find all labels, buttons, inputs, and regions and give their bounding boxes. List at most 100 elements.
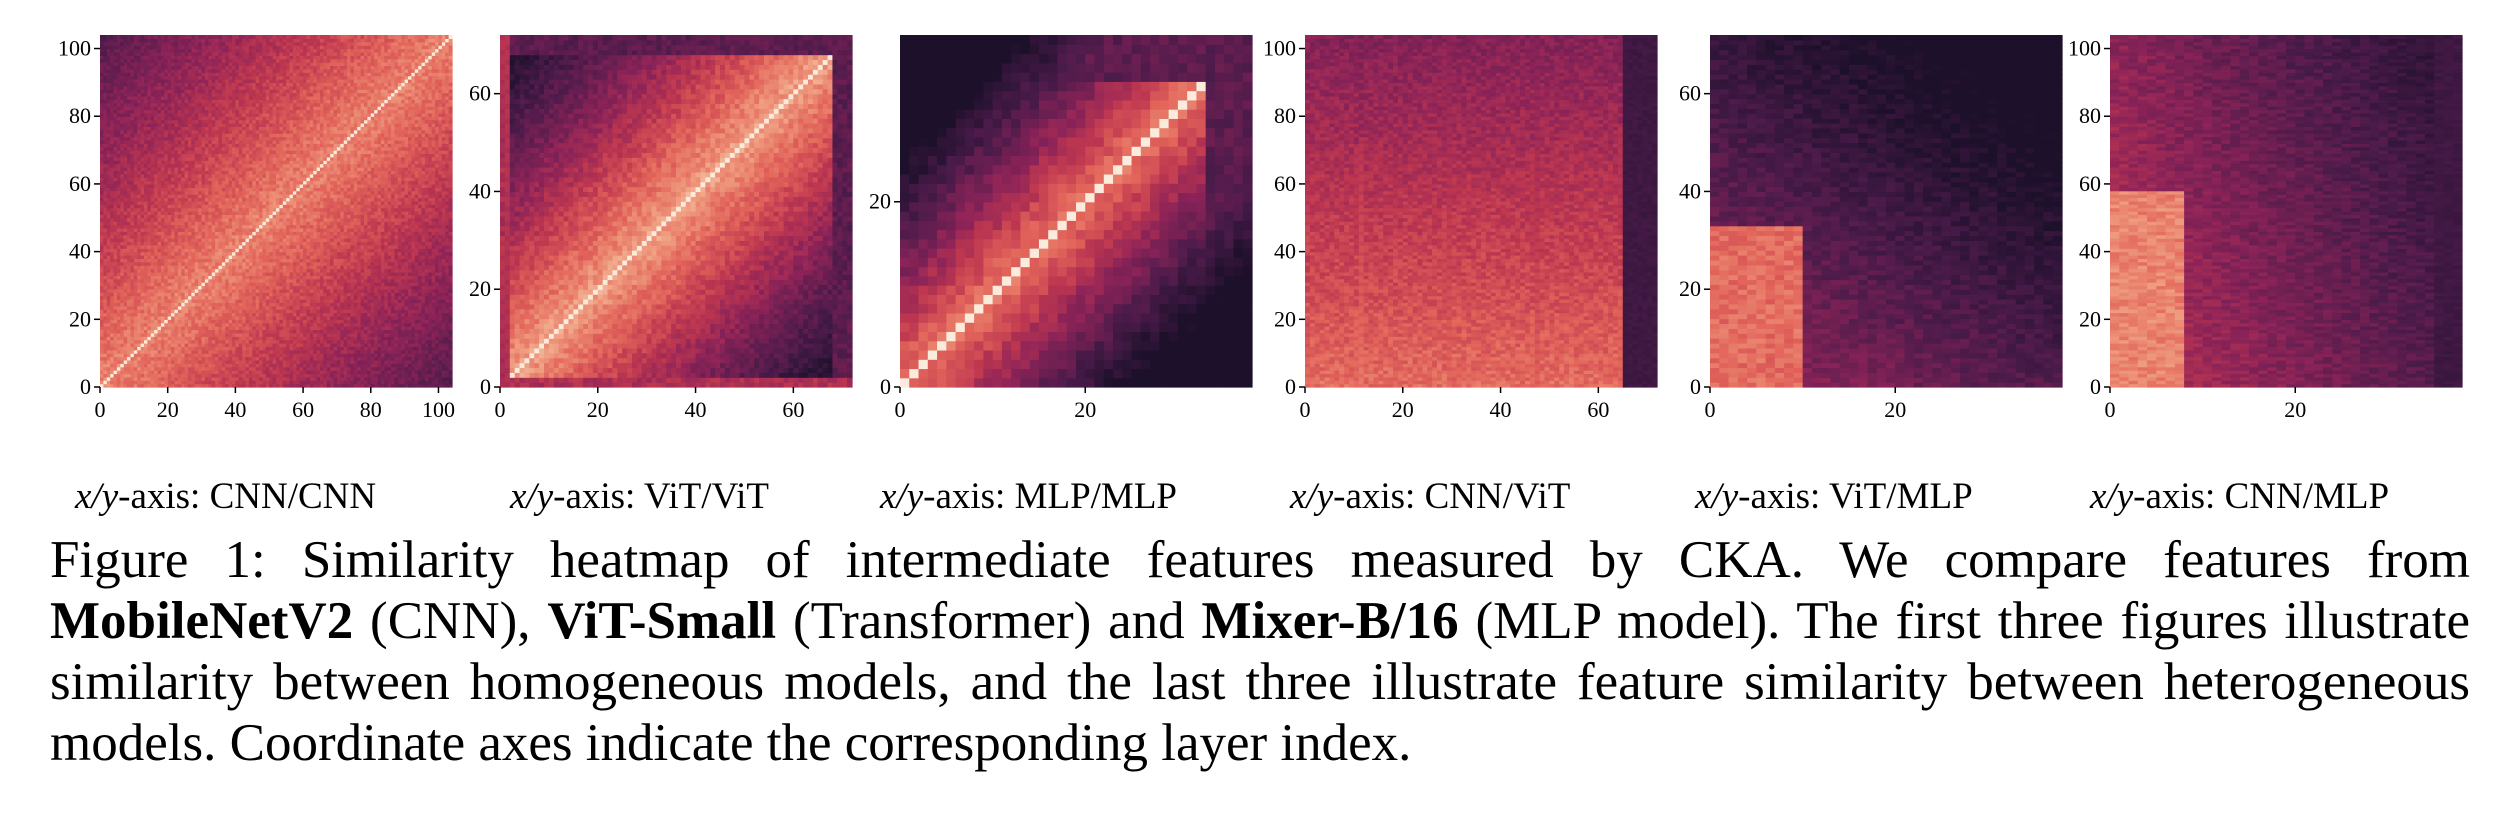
heatmap-cell [374, 292, 379, 297]
heatmap-cell [113, 231, 118, 236]
heatmap-cell [188, 376, 192, 381]
heatmap-cell [127, 346, 132, 351]
heatmap-cell [228, 322, 233, 327]
heatmap-cell [421, 234, 426, 239]
heatmap-cell [174, 227, 179, 232]
heatmap-cell [215, 224, 220, 229]
heatmap-cell [360, 292, 365, 297]
heatmap-cell [157, 383, 162, 388]
heatmap-cell [387, 363, 392, 368]
heatmap-cell [201, 282, 206, 287]
heatmap-cell [235, 363, 240, 368]
heatmap-cell [367, 349, 372, 354]
heatmap-cell [350, 299, 355, 303]
heatmap-cell [238, 231, 243, 236]
heatmap-cell [289, 299, 294, 303]
heatmap-cell [360, 376, 365, 381]
heatmap-cell [215, 343, 220, 347]
heatmap-cell [428, 234, 433, 239]
heatmap-cell [323, 244, 328, 249]
heatmap-cell [194, 366, 199, 371]
heatmap-cell [292, 353, 297, 358]
heatmap-cell [262, 295, 267, 300]
heatmap-cell [428, 265, 433, 270]
heatmap-cell [316, 336, 321, 341]
heatmap-cell [211, 248, 216, 253]
heatmap-cell [296, 373, 301, 378]
heatmap-cell [380, 258, 385, 263]
heatmap-cell [144, 282, 148, 287]
heatmap-cell [445, 271, 450, 276]
heatmap-cell [133, 224, 138, 229]
heatmap-cell [160, 359, 165, 364]
heatmap-cell [245, 315, 250, 320]
heatmap-cell [323, 349, 328, 354]
heatmap-cell [377, 258, 382, 263]
heatmap-cell [384, 238, 389, 243]
heatmap-cell [208, 315, 213, 320]
heatmap-cell [367, 326, 372, 331]
heatmap-cell [323, 251, 328, 256]
heatmap-cell [377, 332, 382, 337]
heatmap-cell [357, 336, 362, 341]
heatmap-cell [394, 282, 399, 287]
heatmap-cell [100, 238, 104, 243]
heatmap-cell [248, 234, 253, 239]
heatmap-cell [289, 383, 294, 388]
heatmap-cell [279, 383, 284, 388]
heatmap-cell [320, 312, 324, 317]
heatmap-cell [259, 248, 264, 253]
heatmap-cell [340, 339, 345, 344]
heatmap-cell [364, 380, 368, 385]
heatmap-cell [154, 339, 159, 344]
heatmap-cell [309, 268, 314, 273]
heatmap-cell [445, 346, 450, 351]
heatmap-cell [181, 282, 186, 287]
heatmap-cell [384, 309, 389, 314]
heatmap-cell [191, 265, 196, 270]
heatmap-cell [218, 373, 223, 378]
heatmap-cell [323, 326, 328, 331]
heatmap-cell [238, 268, 243, 273]
heatmap-cell [377, 265, 382, 270]
heatmap-cell [140, 288, 145, 293]
heatmap-cell [225, 383, 230, 388]
heatmap-cell [221, 309, 226, 314]
heatmap-cell [259, 288, 264, 293]
heatmap-cell [421, 370, 426, 375]
heatmap-cell [103, 305, 108, 310]
heatmap-cell [164, 251, 169, 256]
heatmap-cell [313, 363, 318, 368]
heatmap-cell [303, 346, 308, 351]
heatmap-cell [380, 373, 385, 378]
heatmap-cell [418, 251, 423, 256]
heatmap-cell [282, 336, 287, 341]
heatmap-cell [377, 329, 382, 334]
heatmap-cell [350, 241, 355, 246]
heatmap-cell [401, 227, 406, 232]
heatmap-cell [313, 356, 318, 361]
heatmap-cell [225, 329, 230, 334]
heatmap-cell [364, 244, 368, 249]
heatmap-cell [215, 278, 220, 283]
heatmap-cell [194, 231, 199, 236]
heatmap-cell [276, 319, 280, 324]
heatmap-cell [215, 332, 220, 337]
heatmap-cell [313, 251, 318, 256]
heatmap-cell [353, 319, 358, 324]
heatmap-cell [326, 248, 331, 253]
heatmap-cell [120, 278, 125, 283]
heatmap-cell [316, 238, 321, 243]
heatmap-cell [377, 305, 382, 310]
heatmap-cell [259, 366, 264, 371]
heatmap-cell [174, 258, 179, 263]
heatmap-cell [232, 376, 236, 381]
heatmap-cell [147, 248, 152, 253]
heatmap-cell [431, 322, 436, 327]
heatmap-cell [218, 288, 223, 293]
heatmap-cell [343, 238, 348, 243]
heatmap-cell [116, 224, 121, 229]
heatmap-cell [306, 299, 311, 303]
heatmap-cell [367, 238, 372, 243]
heatmap-cell [404, 275, 409, 280]
